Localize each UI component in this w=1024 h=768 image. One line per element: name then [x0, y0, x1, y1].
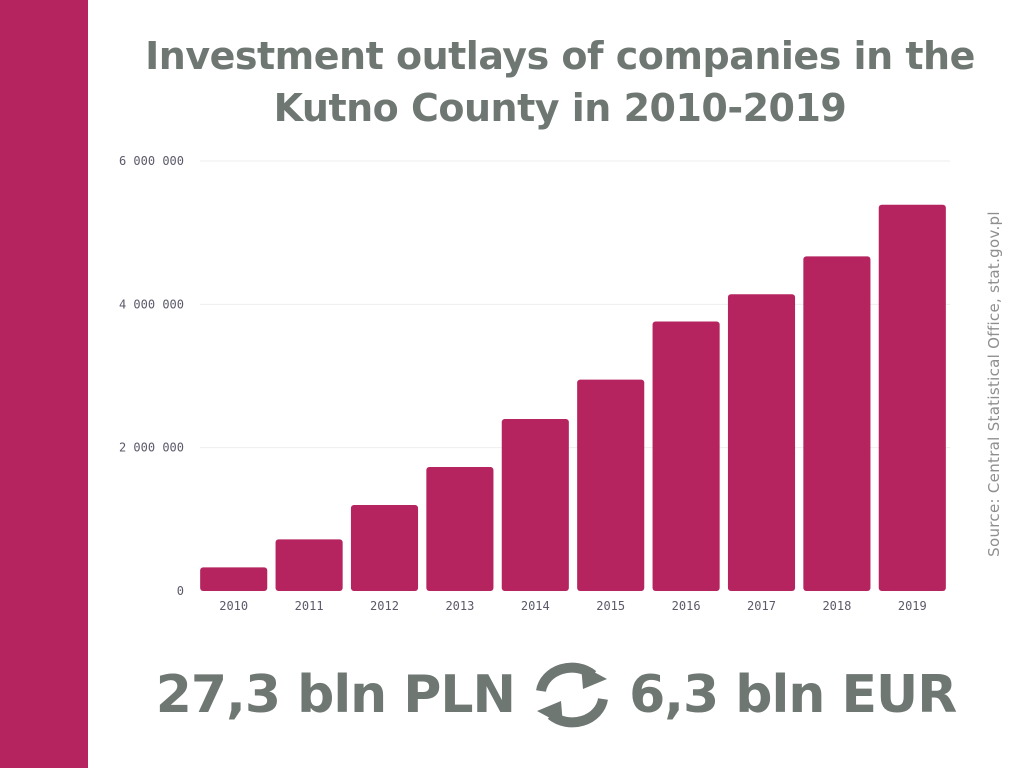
bar-2017 [727, 294, 796, 591]
x-axis-ticks: 2010 2011 2012 2013 2014 2015 2016 2017 2018 2019 [219, 599, 927, 613]
bar-2014 [501, 419, 569, 591]
x-tick-label: 2016 [672, 599, 701, 613]
bar-2012 [350, 505, 419, 591]
x-tick-label: 2010 [219, 599, 248, 613]
bar-2018 [803, 256, 871, 591]
bar-2015 [577, 379, 645, 591]
bar-2013 [426, 467, 494, 591]
y-tick-label: 4 000 000 [119, 297, 184, 311]
x-tick-label: 2018 [822, 599, 851, 613]
bars [200, 204, 946, 591]
x-tick-label: 2019 [898, 599, 927, 613]
eur-amount: 6,3 bln EUR [629, 665, 957, 725]
y-tick-label: 6 000 000 [119, 154, 184, 168]
x-tick-label: 2017 [747, 599, 776, 613]
bar-2019 [878, 204, 946, 591]
y-tick-label: 0 [177, 584, 184, 598]
chart-title: Investment outlays of companies in the K… [145, 34, 975, 130]
bar-2011 [275, 539, 343, 591]
left-accent-bar [0, 0, 88, 768]
x-tick-label: 2013 [445, 599, 474, 613]
y-tick-label: 2 000 000 [119, 441, 184, 455]
source-note: Source: Central Statistical Office, stat… [985, 211, 1003, 557]
exchange-icon [536, 662, 609, 728]
x-tick-label: 2012 [370, 599, 399, 613]
x-tick-label: 2011 [295, 599, 324, 613]
bar-2016 [652, 321, 720, 591]
conversion-summary: 27,3 bln PLN 6,3 bln EUR [88, 650, 1024, 740]
pln-amount: 27,3 bln PLN [155, 665, 516, 725]
x-tick-label: 2014 [521, 599, 550, 613]
bar-2010 [200, 567, 268, 591]
y-axis-ticks: 0 2 000 000 4 000 000 6 000 000 [119, 154, 184, 598]
x-tick-label: 2015 [596, 599, 625, 613]
